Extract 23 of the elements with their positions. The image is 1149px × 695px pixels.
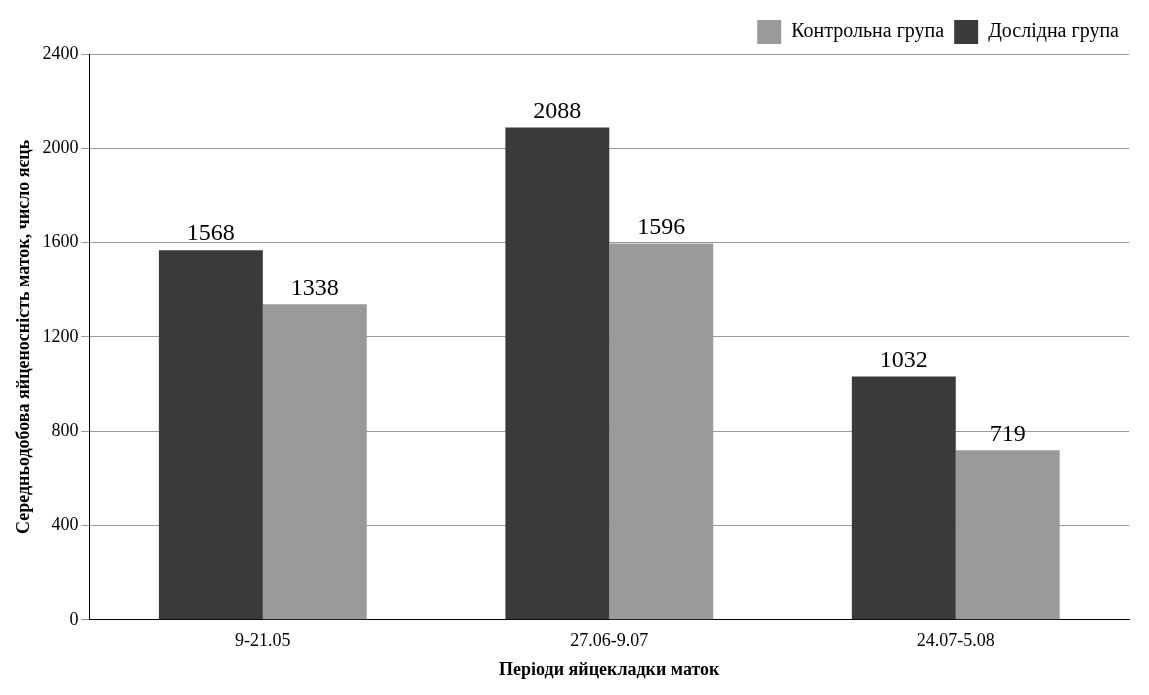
y-tick-label: 1200 (42, 325, 79, 346)
data-label: 2088 (533, 96, 582, 123)
bar (505, 127, 610, 620)
data-label: 1338 (290, 273, 339, 300)
y-tick-label: 0 (69, 608, 79, 629)
data-label: 1596 (637, 212, 686, 239)
data-label: 1568 (186, 219, 235, 246)
x-tick-label: 27.06-9.07 (570, 630, 649, 651)
y-tick-label: 1600 (42, 231, 79, 252)
x-tick-label: 9-21.05 (235, 630, 291, 651)
x-tick-label: 24.07-5.08 (916, 630, 995, 651)
x-axis-title: Періоди яйцекладки маток (499, 658, 721, 679)
y-tick-label: 800 (51, 419, 79, 440)
data-label: 1032 (879, 345, 928, 372)
legend-label: Контрольна група (791, 19, 945, 43)
data-label: 719 (989, 419, 1026, 446)
y-tick-label: 400 (51, 514, 79, 535)
bar (158, 250, 263, 620)
bar (851, 376, 956, 620)
y-tick-label: 2000 (42, 137, 79, 158)
legend-label: Дослідна група (988, 19, 1120, 43)
y-tick-label: 2400 (42, 42, 79, 63)
y-axis-title: Середньодобова яйценосність маток, число яєць (13, 139, 34, 535)
